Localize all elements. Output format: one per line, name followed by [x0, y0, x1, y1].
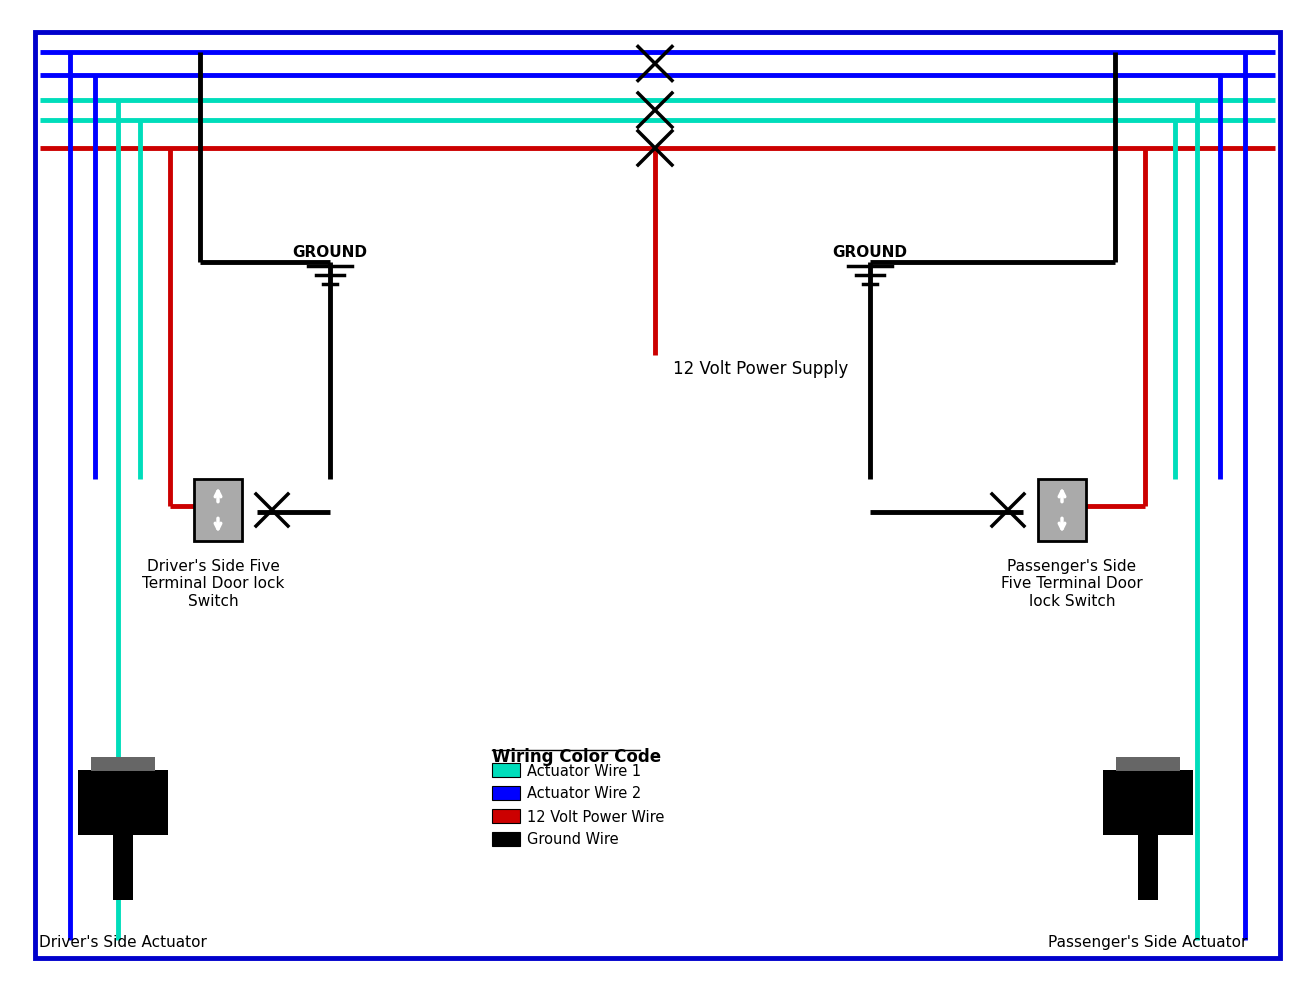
- Bar: [492, 763, 519, 777]
- Bar: [113, 835, 133, 900]
- Bar: [1103, 770, 1193, 835]
- Bar: [91, 757, 155, 771]
- Text: Actuator Wire 2: Actuator Wire 2: [527, 787, 642, 802]
- Text: Ground Wire: Ground Wire: [527, 832, 618, 848]
- Bar: [1038, 479, 1086, 541]
- Text: 12 Volt Power Wire: 12 Volt Power Wire: [527, 810, 664, 824]
- Text: GROUND: GROUND: [292, 245, 367, 260]
- Text: Passenger's Side
Five Terminal Door
lock Switch: Passenger's Side Five Terminal Door lock…: [1001, 559, 1143, 608]
- Text: Actuator Wire 1: Actuator Wire 1: [527, 763, 642, 779]
- Text: 12 Volt Power Supply: 12 Volt Power Supply: [673, 360, 848, 378]
- Bar: [78, 770, 168, 835]
- Bar: [1116, 757, 1180, 771]
- Text: Passenger's Side Actuator: Passenger's Side Actuator: [1048, 935, 1248, 950]
- Bar: [1137, 835, 1159, 900]
- Text: Driver's Side Actuator: Driver's Side Actuator: [39, 935, 206, 950]
- Text: GROUND: GROUND: [832, 245, 907, 260]
- Bar: [492, 809, 519, 823]
- Text: Driver's Side Five
Terminal Door lock
Switch: Driver's Side Five Terminal Door lock Sw…: [142, 559, 284, 608]
- Bar: [195, 479, 242, 541]
- Text: Wiring Color Code: Wiring Color Code: [492, 748, 661, 766]
- Bar: [492, 832, 519, 846]
- Bar: [492, 786, 519, 800]
